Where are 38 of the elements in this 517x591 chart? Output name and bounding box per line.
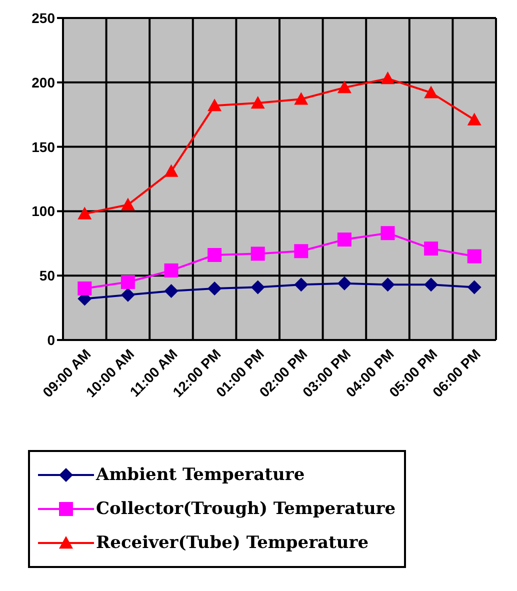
point — [208, 281, 222, 296]
point — [250, 246, 265, 261]
point — [424, 242, 438, 256]
point — [467, 249, 482, 264]
point — [294, 92, 308, 105]
point — [164, 284, 178, 298]
point — [380, 72, 395, 84]
y-tick-label: 0 — [47, 332, 56, 348]
point — [294, 244, 308, 258]
legend-label: Ambient Temperature — [96, 465, 305, 485]
point — [250, 96, 265, 109]
point — [424, 86, 438, 98]
y-tick-label: 250 — [32, 10, 56, 26]
point — [78, 206, 92, 220]
point — [467, 280, 482, 294]
point — [380, 278, 395, 292]
point — [380, 226, 395, 240]
y-tick-label: 100 — [32, 203, 56, 220]
point — [337, 232, 352, 247]
point — [208, 248, 222, 262]
y-tick-label: 50 — [39, 268, 56, 284]
point — [120, 288, 135, 302]
point — [337, 80, 352, 94]
point — [294, 278, 308, 292]
point — [164, 263, 178, 278]
point — [208, 98, 222, 112]
legend-label: Receiver(Tube) Temperature — [96, 533, 369, 553]
point — [120, 275, 135, 290]
point — [78, 281, 92, 296]
point — [250, 280, 265, 294]
point — [120, 198, 135, 210]
point — [424, 278, 438, 292]
legend-label: Collector(Trough) Temperature — [96, 499, 396, 519]
y-tick-label: 150 — [32, 138, 56, 155]
point — [164, 164, 178, 177]
y-tick-label: 200 — [32, 74, 56, 90]
point — [467, 112, 482, 126]
point — [337, 276, 352, 290]
